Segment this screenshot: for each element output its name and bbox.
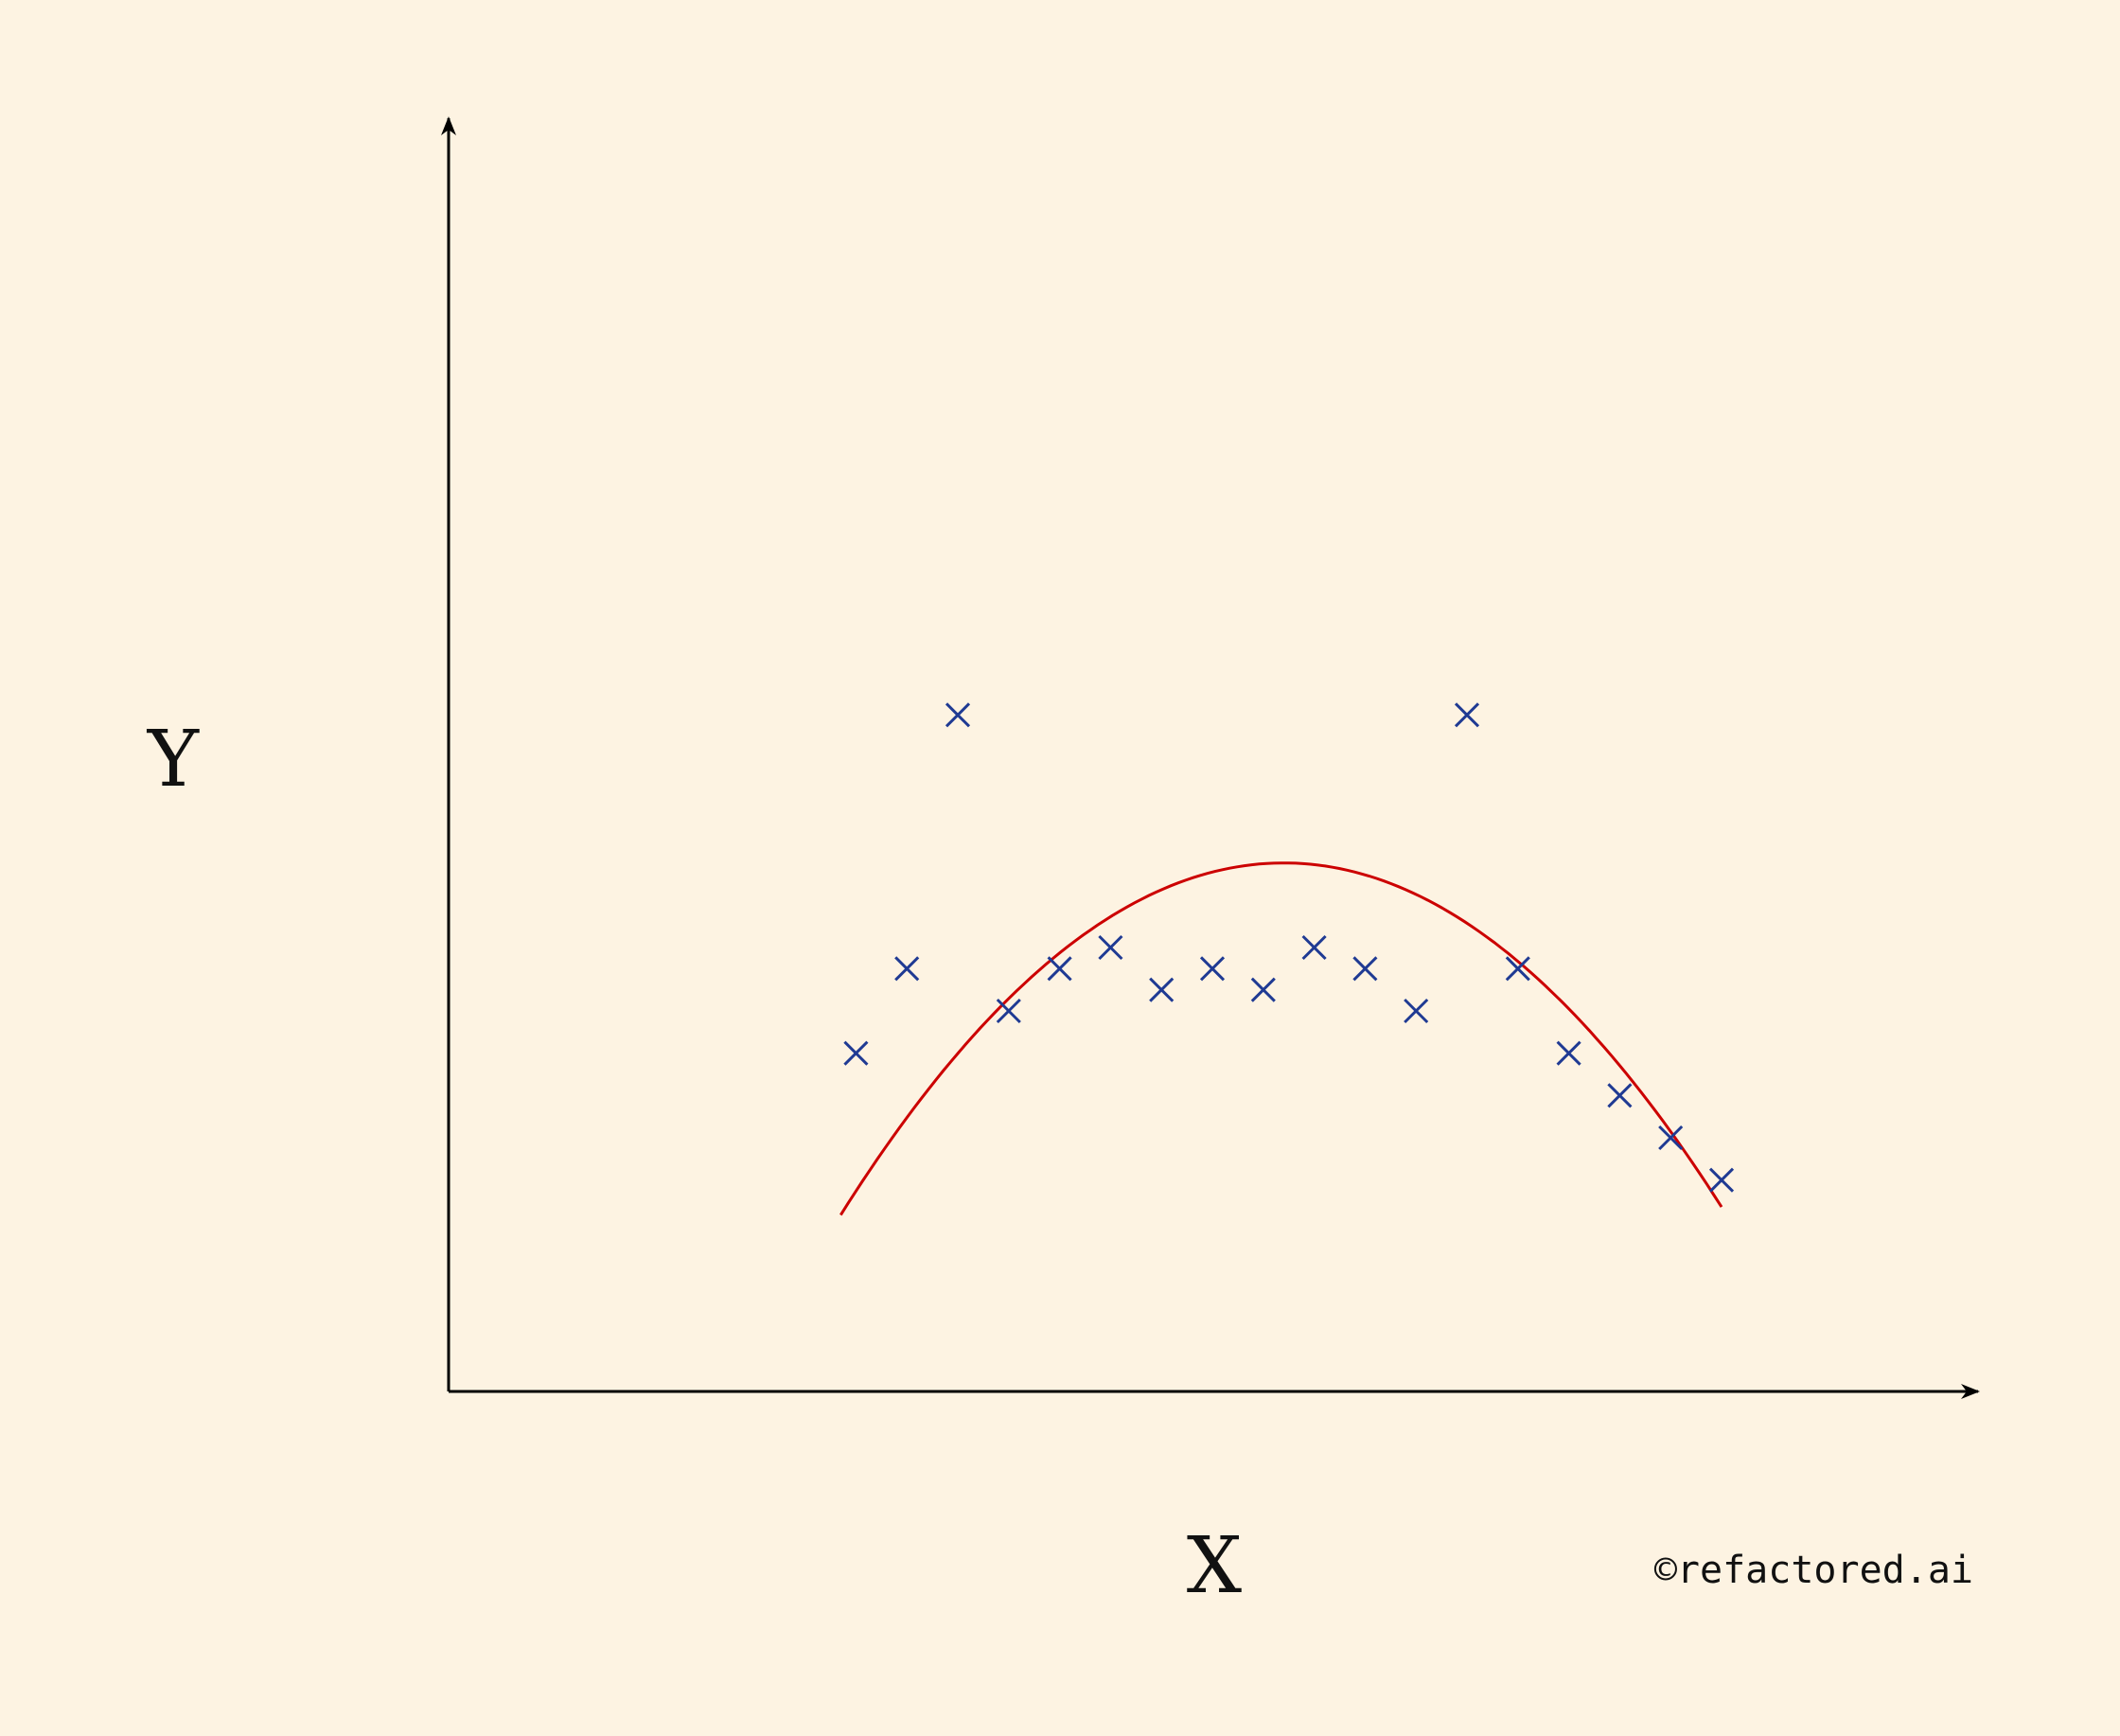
data-point bbox=[1556, 1040, 1581, 1066]
credit-text: ©refactored.ai bbox=[1654, 1549, 1973, 1592]
data-point bbox=[1250, 977, 1276, 1002]
data-point bbox=[1149, 977, 1175, 1002]
data-points-layer bbox=[843, 702, 1735, 1193]
data-point bbox=[1352, 956, 1378, 982]
data-point bbox=[996, 998, 1021, 1024]
data-point bbox=[1047, 956, 1072, 982]
data-point bbox=[945, 702, 971, 728]
data-point bbox=[1708, 1167, 1735, 1193]
fitted-curve-layer bbox=[839, 861, 1723, 1216]
data-point bbox=[1607, 1083, 1633, 1108]
data-point bbox=[843, 1040, 869, 1066]
data-point bbox=[1199, 956, 1226, 982]
y-axis-label: Y bbox=[147, 715, 200, 805]
fitted-curve bbox=[839, 861, 1723, 1216]
data-point bbox=[1301, 934, 1327, 961]
data-point bbox=[1505, 956, 1530, 982]
data-point bbox=[1658, 1125, 1684, 1151]
data-point bbox=[1098, 934, 1123, 961]
x-axis-label: X bbox=[1187, 1521, 1242, 1611]
data-point bbox=[1454, 702, 1480, 728]
data-point bbox=[894, 956, 920, 982]
data-point bbox=[1404, 998, 1429, 1024]
